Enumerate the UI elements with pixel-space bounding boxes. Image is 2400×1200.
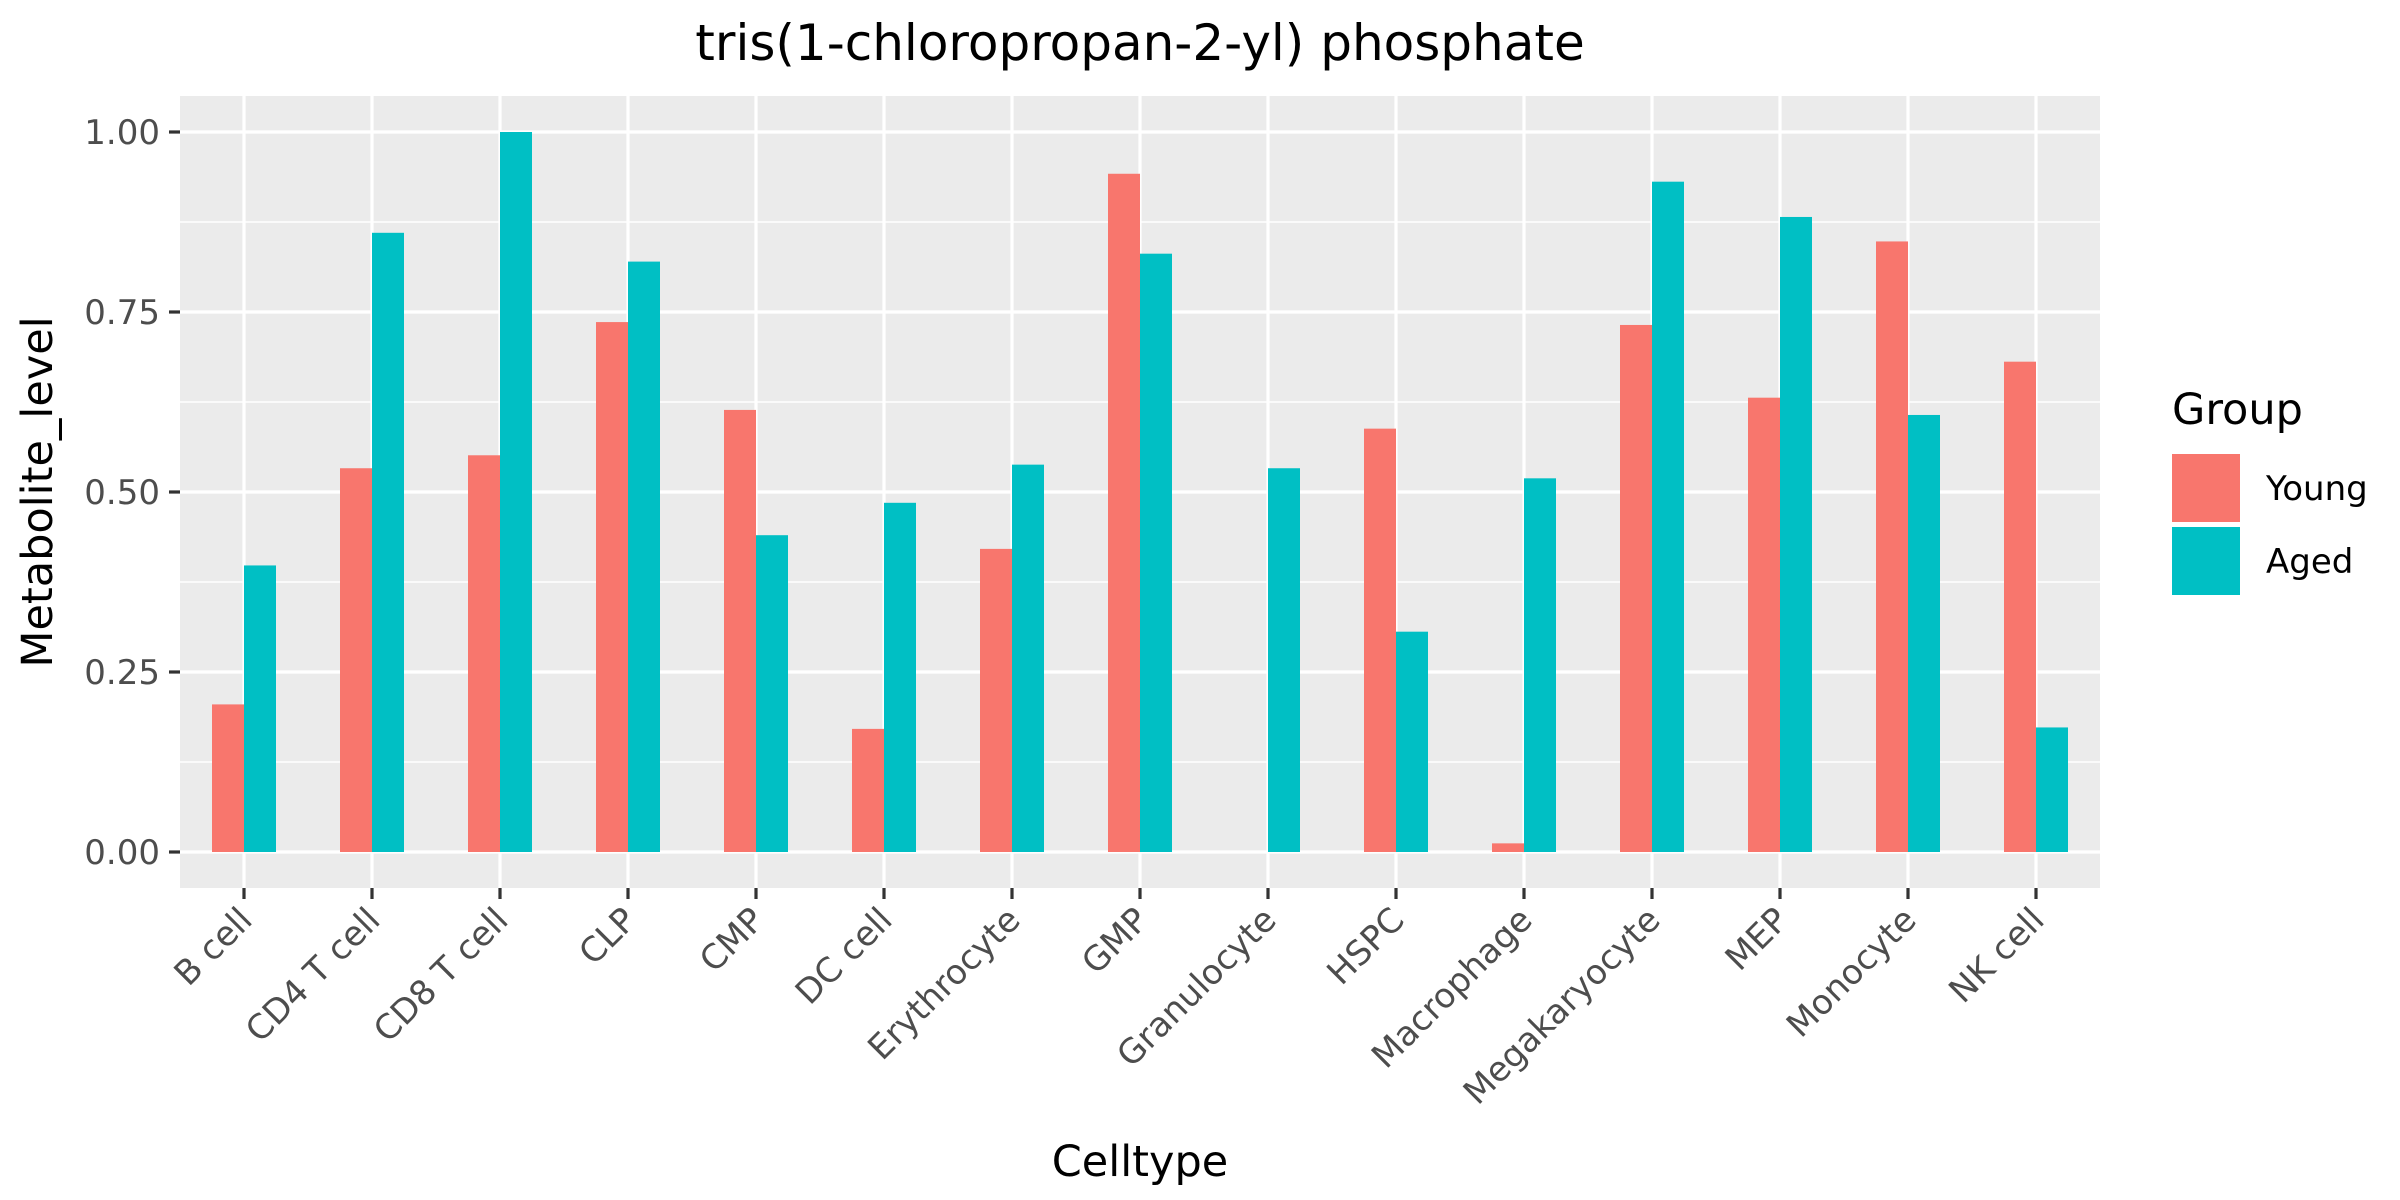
bar-aged-mep bbox=[1780, 216, 1812, 852]
x-tick-label: CLP bbox=[571, 900, 644, 973]
x-tick-label: DC cell bbox=[788, 900, 901, 1013]
bar-young-cmp bbox=[724, 409, 756, 852]
x-tick-label: MEP bbox=[1718, 900, 1797, 979]
bar-aged-granulocyte bbox=[1268, 468, 1300, 852]
x-tick-label: NK cell bbox=[1941, 900, 2052, 1011]
y-tick-label: 0.75 bbox=[84, 293, 160, 333]
bar-aged-megakaryocyte bbox=[1652, 181, 1684, 852]
bar-aged-macrophage bbox=[1524, 478, 1556, 852]
x-tick-label: B cell bbox=[167, 900, 261, 994]
legend-key-aged bbox=[2172, 527, 2240, 595]
bar-aged-cd8-t-cell bbox=[500, 132, 532, 852]
x-tick-label: HSPC bbox=[1319, 900, 1412, 993]
x-tick-label: GMP bbox=[1074, 900, 1156, 982]
bar-young-b-cell bbox=[212, 704, 244, 852]
bar-young-monocyte bbox=[1876, 241, 1908, 852]
y-tick-label: 0.00 bbox=[84, 833, 160, 873]
legend-title: Group bbox=[2172, 385, 2303, 435]
bar-aged-gmp bbox=[1140, 253, 1172, 852]
y-tick-label: 0.25 bbox=[84, 653, 160, 693]
x-tick-label: CD4 T cell bbox=[238, 900, 388, 1050]
bar-young-hspc bbox=[1364, 428, 1396, 852]
bar-aged-clp bbox=[628, 261, 660, 853]
legend-label-young: Young bbox=[2265, 469, 2368, 509]
x-tick-label: CD8 T cell bbox=[366, 900, 516, 1050]
bar-young-gmp bbox=[1108, 173, 1140, 852]
bar-aged-cd4-t-cell bbox=[372, 232, 404, 853]
bar-young-clp bbox=[596, 322, 628, 853]
bar-young-megakaryocyte bbox=[1620, 324, 1652, 853]
x-tick-label: CMP bbox=[692, 900, 772, 980]
chart-title: tris(1-chloropropan-2-yl) phosphate bbox=[695, 14, 1584, 72]
bar-aged-erythrocyte bbox=[1012, 464, 1044, 852]
legend-key-young bbox=[2172, 454, 2240, 522]
bar-young-cd4-t-cell bbox=[340, 468, 372, 852]
y-tick-label: 0.50 bbox=[84, 473, 160, 513]
bar-aged-cmp bbox=[756, 535, 788, 852]
bar-young-cd8-t-cell bbox=[468, 455, 500, 852]
y-axis-title: Metabolite_level bbox=[13, 316, 63, 667]
legend: Group Young Aged bbox=[2172, 385, 2368, 595]
bar-aged-b-cell bbox=[244, 565, 276, 852]
bar-aged-hspc bbox=[1396, 631, 1428, 852]
bar-young-macrophage bbox=[1492, 843, 1524, 852]
bar-young-mep bbox=[1748, 397, 1780, 852]
y-axis: 0.00 0.25 0.50 0.75 1.00 bbox=[84, 113, 180, 873]
x-axis-title: Celltype bbox=[1052, 1137, 1228, 1187]
bar-aged-nk-cell bbox=[2036, 727, 2068, 852]
x-tick-label: Monocyte bbox=[1779, 900, 1924, 1045]
y-tick-label: 1.00 bbox=[84, 113, 160, 153]
bar-young-dc-cell bbox=[852, 728, 884, 852]
bar-aged-dc-cell bbox=[884, 502, 916, 852]
bars bbox=[212, 132, 2068, 853]
bar-aged-monocyte bbox=[1908, 414, 1940, 852]
bar-young-erythrocyte bbox=[980, 548, 1012, 852]
legend-label-aged: Aged bbox=[2266, 542, 2353, 582]
bar-young-nk-cell bbox=[2004, 361, 2036, 852]
